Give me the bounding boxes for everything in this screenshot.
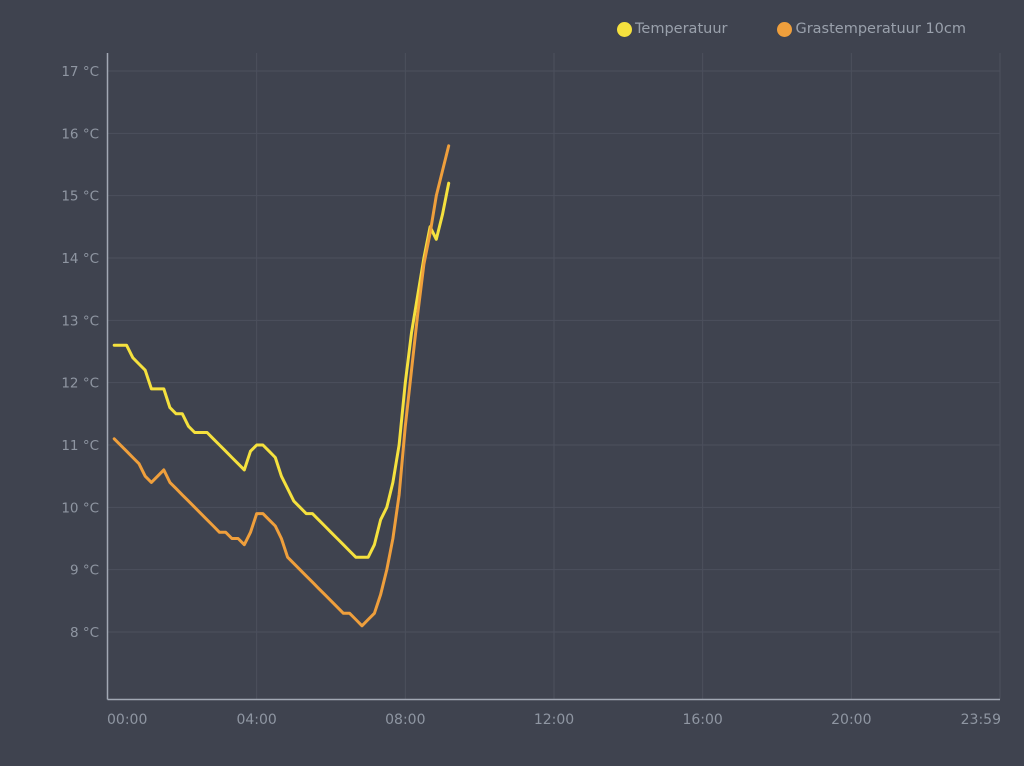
- chart-legend: Temperatuur Grastemperatuur 10cm: [617, 22, 966, 37]
- y-axis-tick-label: 9 °C: [70, 563, 99, 579]
- x-axis-tick-label: 20:00: [831, 712, 871, 728]
- y-axis-tick-label: 14 °C: [61, 251, 99, 267]
- x-axis-tick-label: 04:00: [236, 712, 276, 728]
- grastemperatuur-series-line[interactable]: [112, 144, 451, 628]
- legend-item-grastemperatuur[interactable]: Grastemperatuur 10cm: [777, 22, 966, 37]
- x-axis-tick-label: 23:59: [961, 712, 1001, 728]
- legend-label-temperatuur: Temperatuur: [635, 21, 728, 37]
- y-axis-tick-label: 13 °C: [61, 313, 99, 329]
- y-axis-tick-label: 10 °C: [61, 500, 99, 516]
- x-axis-tick-label: 12:00: [534, 712, 574, 728]
- y-axis-tick-label: 15 °C: [61, 189, 99, 205]
- y-axis-tick-label: 8 °C: [70, 625, 99, 641]
- temperatuur-series-dot-icon: [617, 22, 633, 37]
- legend-label-grastemperatuur: Grastemperatuur 10cm: [795, 21, 966, 37]
- x-axis-tick-label: 08:00: [385, 712, 425, 728]
- y-axis-tick-label: 17 °C: [61, 64, 99, 80]
- legend-item-temperatuur[interactable]: Temperatuur: [617, 22, 727, 37]
- x-axis-tick-label: 00:00: [107, 712, 147, 728]
- temperatuur-series-line[interactable]: [112, 181, 451, 559]
- y-axis-tick-label: 12 °C: [61, 376, 99, 392]
- y-axis-tick-label: 11 °C: [61, 438, 99, 454]
- x-axis-tick-label: 16:00: [682, 712, 722, 728]
- y-axis-tick-label: 16 °C: [61, 126, 99, 142]
- grastemperatuur-series-dot-icon: [777, 22, 793, 37]
